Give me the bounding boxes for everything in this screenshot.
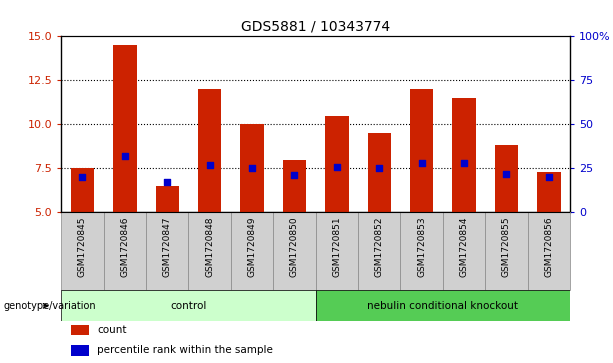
Bar: [528, 212, 570, 290]
Title: GDS5881 / 10343774: GDS5881 / 10343774: [241, 20, 390, 34]
Bar: [283, 159, 306, 212]
Text: GSM1720853: GSM1720853: [417, 216, 426, 277]
Point: [205, 162, 215, 168]
Point: [375, 166, 384, 171]
Text: GSM1720849: GSM1720849: [248, 216, 257, 277]
Bar: [61, 290, 316, 321]
Bar: [485, 212, 528, 290]
Point: [501, 171, 511, 176]
Bar: [72, 325, 89, 335]
Bar: [537, 172, 560, 212]
Point: [289, 172, 299, 178]
Bar: [273, 212, 316, 290]
Bar: [231, 212, 273, 290]
Text: GSM1720848: GSM1720848: [205, 216, 214, 277]
Bar: [240, 124, 264, 212]
Bar: [104, 212, 146, 290]
Point: [332, 164, 342, 170]
Text: GSM1720850: GSM1720850: [290, 216, 299, 277]
Bar: [495, 146, 518, 212]
Bar: [443, 212, 485, 290]
Bar: [189, 212, 231, 290]
Bar: [72, 346, 89, 356]
Point: [162, 180, 172, 185]
Point: [417, 160, 427, 166]
Bar: [198, 89, 221, 212]
Text: genotype/variation: genotype/variation: [3, 301, 96, 311]
Point: [544, 174, 554, 180]
Text: GSM1720846: GSM1720846: [120, 216, 129, 277]
Text: GSM1720847: GSM1720847: [163, 216, 172, 277]
Bar: [316, 290, 570, 321]
Bar: [410, 89, 433, 212]
Point: [247, 166, 257, 171]
Text: GSM1720855: GSM1720855: [502, 216, 511, 277]
Text: GSM1720845: GSM1720845: [78, 216, 87, 277]
Point: [459, 160, 469, 166]
Bar: [400, 212, 443, 290]
Text: GSM1720852: GSM1720852: [375, 216, 384, 277]
Bar: [358, 212, 400, 290]
Text: control: control: [170, 301, 207, 311]
Text: GSM1720856: GSM1720856: [544, 216, 554, 277]
Bar: [71, 168, 94, 212]
Text: percentile rank within the sample: percentile rank within the sample: [97, 346, 273, 355]
Bar: [61, 212, 104, 290]
Point: [120, 153, 130, 159]
Bar: [452, 98, 476, 212]
Text: GSM1720854: GSM1720854: [460, 216, 468, 277]
Bar: [113, 45, 137, 212]
Bar: [326, 115, 349, 212]
Text: count: count: [97, 325, 126, 335]
Bar: [156, 186, 179, 212]
Point: [78, 174, 88, 180]
Text: GSM1720851: GSM1720851: [332, 216, 341, 277]
Bar: [146, 212, 189, 290]
Text: nebulin conditional knockout: nebulin conditional knockout: [367, 301, 519, 311]
Bar: [316, 212, 358, 290]
Bar: [368, 133, 391, 212]
